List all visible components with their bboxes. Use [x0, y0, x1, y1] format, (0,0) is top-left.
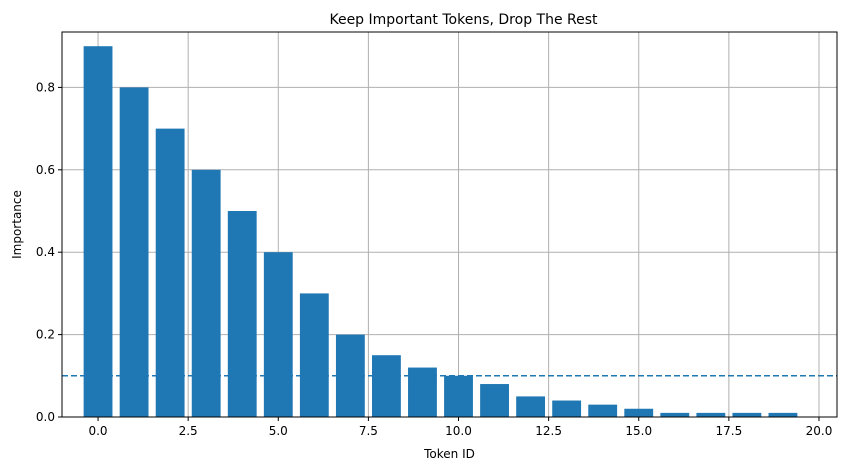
bar	[372, 355, 401, 417]
x-tick-label: 15.0	[625, 424, 652, 438]
x-tick-label: 7.5	[359, 424, 378, 438]
bar	[768, 412, 798, 417]
bar	[227, 211, 257, 417]
y-tick-label: 0.6	[36, 163, 55, 177]
y-tick-label: 0.0	[36, 410, 55, 424]
y-tick-label: 0.8	[36, 80, 55, 94]
y-axis-label: Importance	[10, 190, 24, 259]
bar	[696, 412, 726, 417]
y-tick-label: 0.4	[36, 245, 55, 259]
x-tick-label: 0.0	[88, 424, 107, 438]
x-tick-label: 10.0	[445, 424, 472, 438]
y-tick-label: 0.2	[36, 328, 55, 342]
bar	[444, 375, 473, 417]
bar	[299, 293, 329, 417]
x-tick-label: 5.0	[269, 424, 288, 438]
bar	[516, 396, 546, 417]
bar	[552, 400, 582, 417]
x-tick-label: 17.5	[716, 424, 743, 438]
bar	[119, 87, 149, 417]
x-tick-label: 2.5	[179, 424, 198, 438]
bar	[732, 412, 762, 417]
bar	[263, 252, 293, 417]
bar	[588, 404, 618, 417]
x-tick-label: 20.0	[806, 424, 833, 438]
bar	[660, 412, 690, 417]
bar	[191, 169, 221, 417]
ticks-layer: 0.0 2.5 5.0 7.5 10.0 12.5 15.0 17.5 20.0 0.0 0.2 0.…	[36, 80, 832, 438]
bars-layer	[83, 46, 798, 418]
x-tick-label: 12.5	[535, 424, 562, 438]
bar	[408, 367, 437, 417]
bar	[155, 128, 185, 418]
bar	[480, 384, 509, 417]
chart-title: Keep Important Tokens, Drop The Rest	[329, 12, 598, 28]
bar	[83, 46, 113, 418]
bar	[624, 408, 654, 417]
x-axis-label: Token ID	[423, 447, 475, 461]
plot-frame	[61, 31, 838, 418]
